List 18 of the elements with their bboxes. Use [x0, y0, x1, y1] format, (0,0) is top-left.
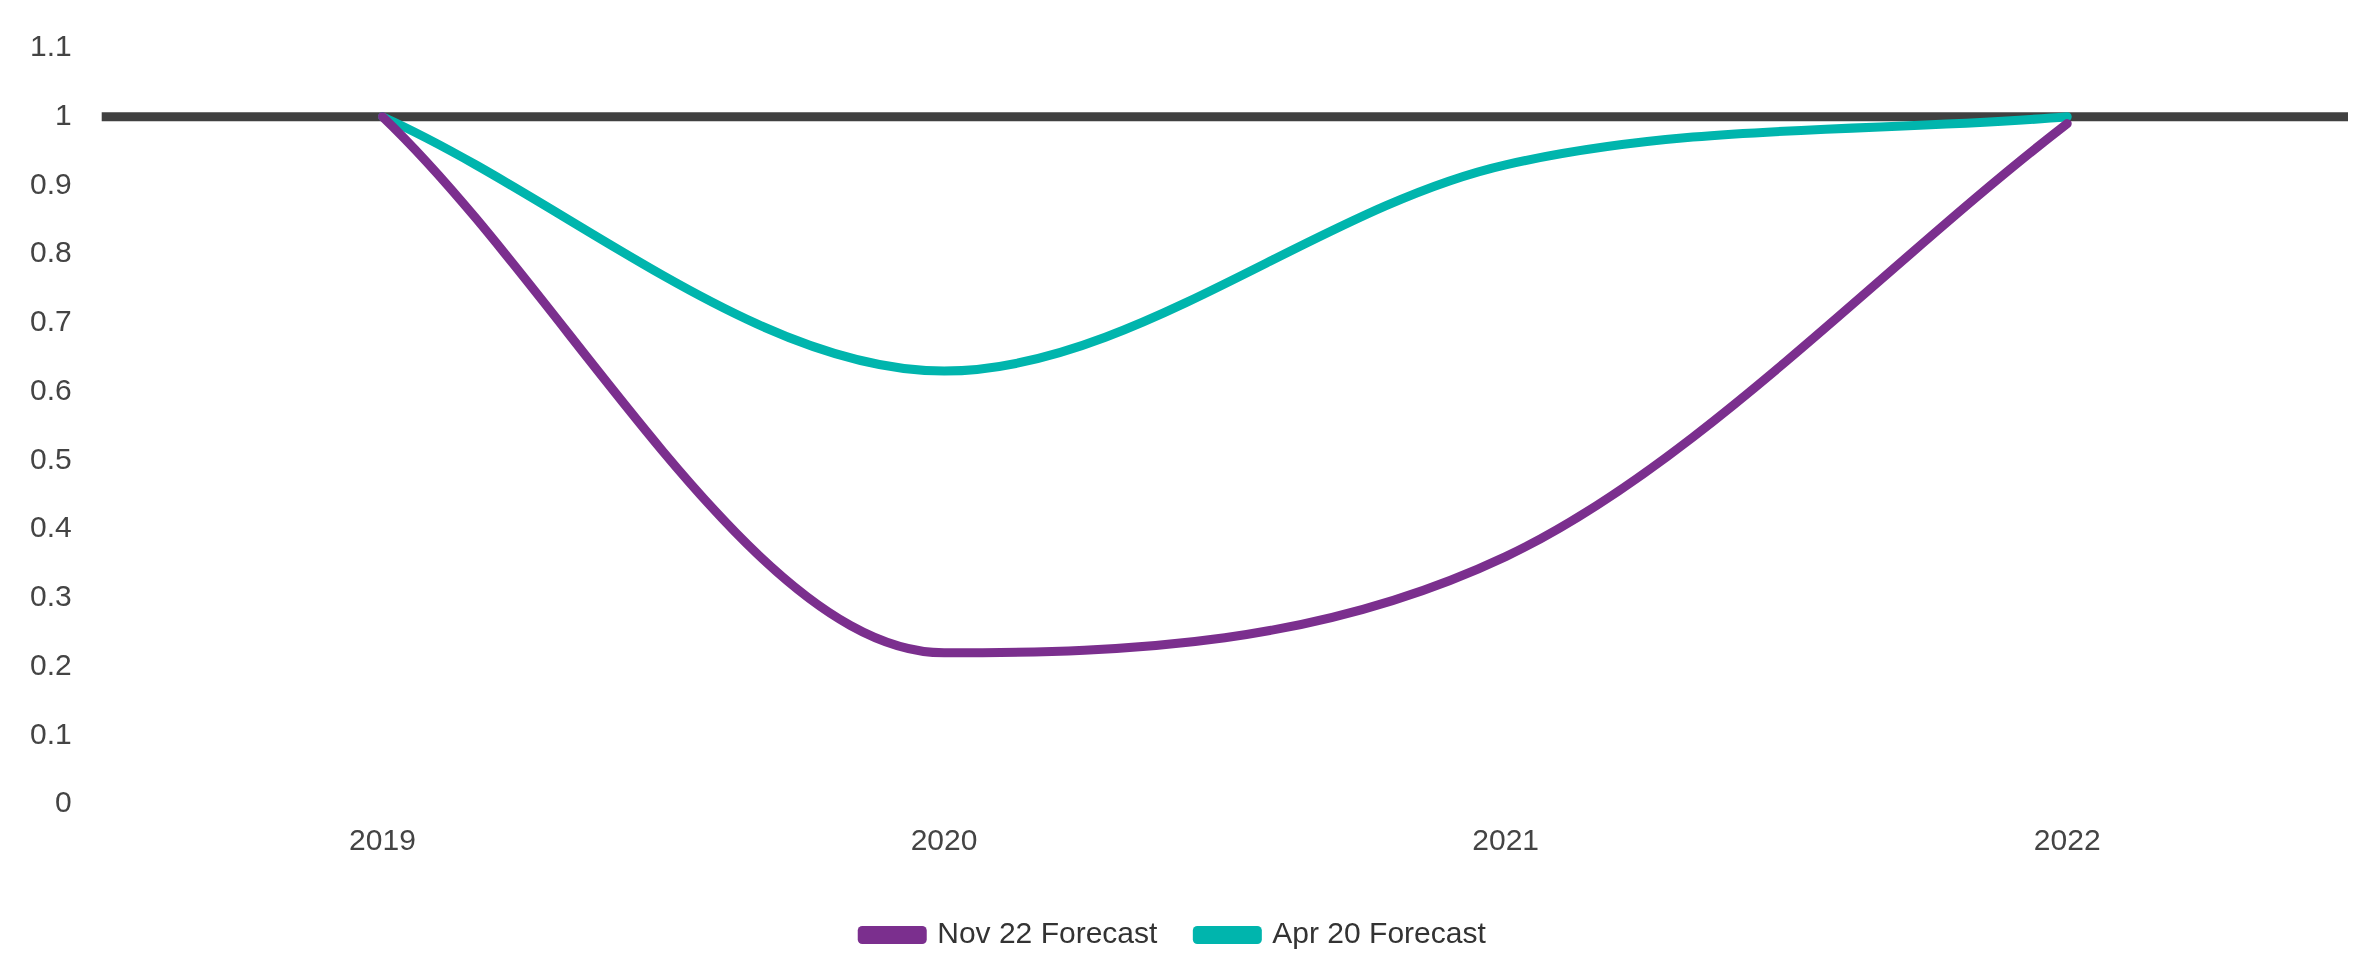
y-tick-label: 0.9	[29, 166, 72, 200]
x-tick-label: 2021	[1472, 823, 1540, 857]
y-tick-label: 0.6	[29, 372, 72, 406]
y-tick-label: 0	[55, 785, 72, 819]
y-tick-label: 0.2	[29, 647, 72, 681]
y-tick-label: 0.4	[29, 510, 72, 544]
y-tick-label: 1	[55, 97, 72, 131]
x-tick-label: 2020	[910, 823, 978, 857]
x-tick-label: 2022	[2033, 823, 2101, 857]
x-tick-label: 2019	[349, 823, 416, 857]
y-tick-label: 0.1	[29, 716, 72, 750]
legend-label: Apr 20 Forecast	[1272, 916, 1487, 950]
y-tick-label: 0.7	[29, 304, 72, 338]
y-tick-label: 1.1	[29, 29, 72, 63]
y-tick-label: 0.3	[29, 579, 72, 613]
legend-label: Nov 22 Forecast	[937, 916, 1158, 950]
y-tick-label: 0.8	[29, 235, 72, 269]
y-tick-label: 0.5	[29, 441, 72, 475]
